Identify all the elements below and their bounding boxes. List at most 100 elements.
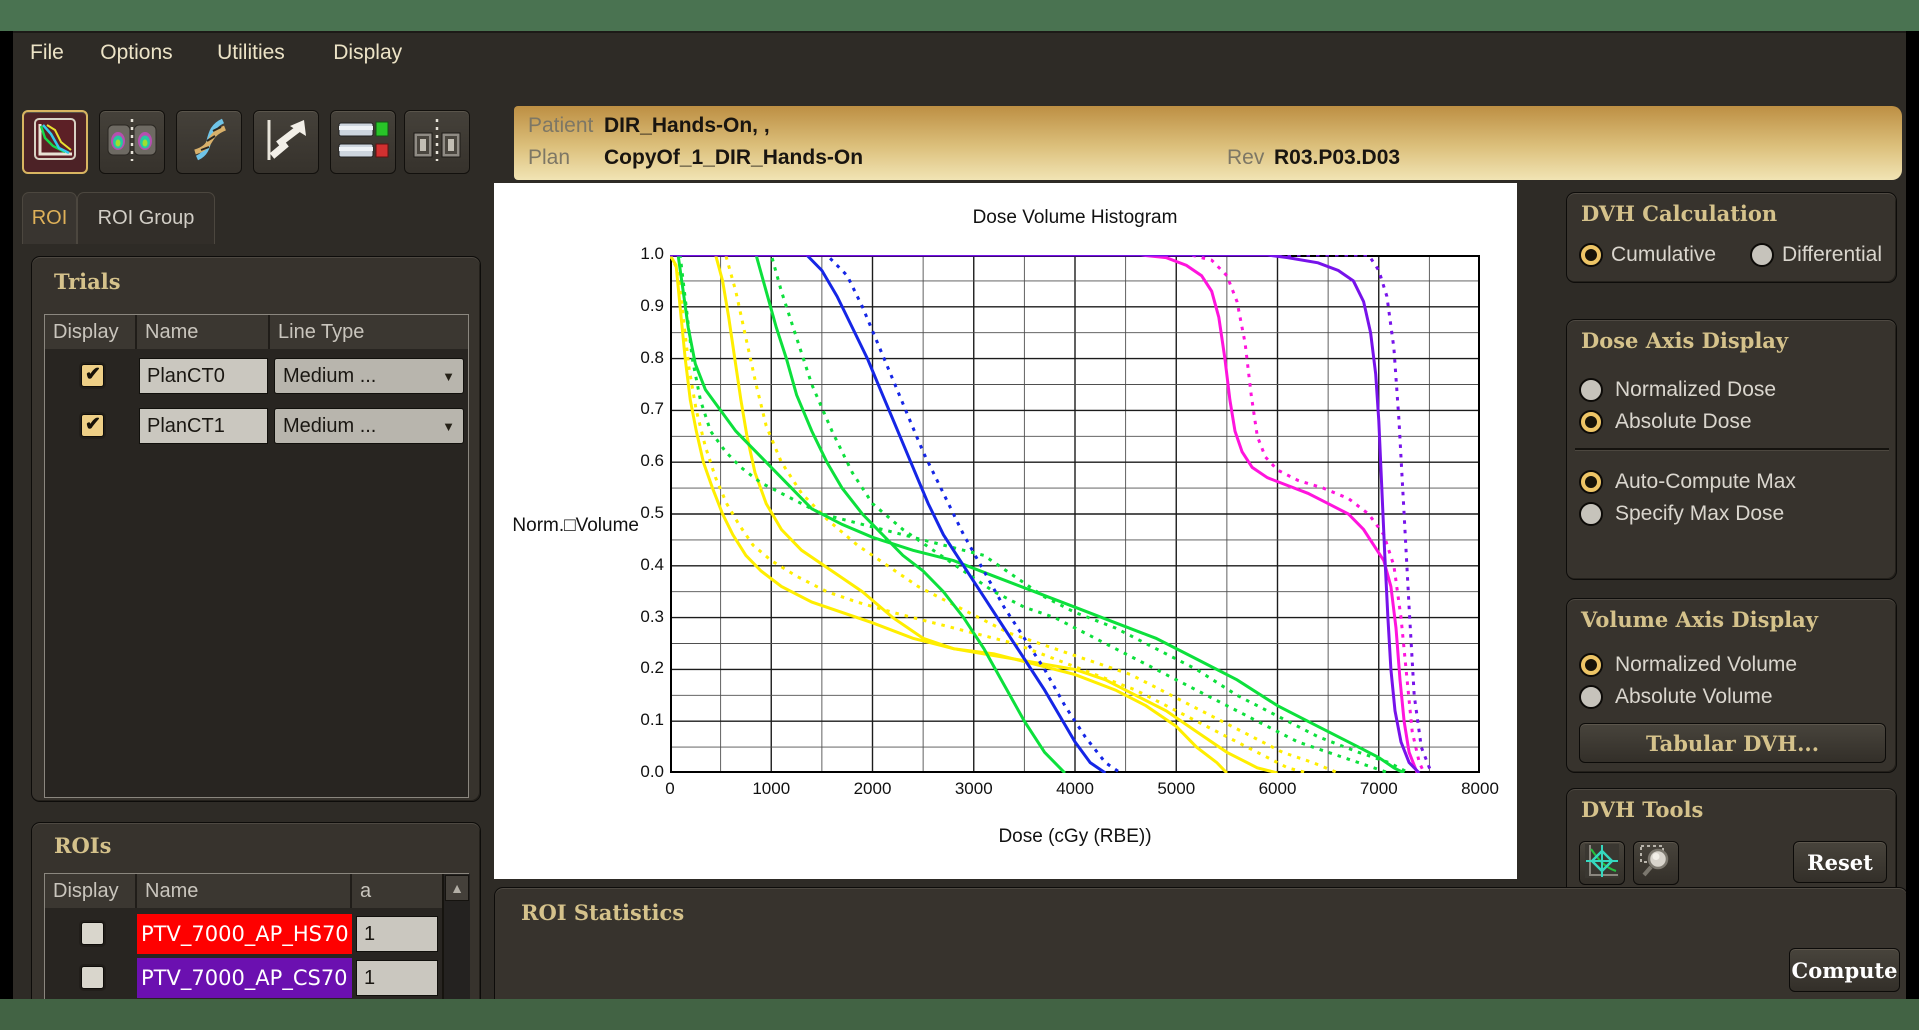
rois-table: Display Name a ▲ PTV_7000_AP_HS70 1 PTV_… — [44, 873, 470, 999]
absolute-dose-radio[interactable] — [1579, 410, 1603, 434]
cumulative-radio[interactable] — [1579, 243, 1603, 267]
x-tick: 1000 — [752, 779, 791, 798]
trials-table: Display Name Line Type PlanCT0 Medium ..… — [44, 314, 469, 798]
y-tick: 0.7 — [640, 399, 664, 419]
menu-display[interactable]: Display — [333, 41, 403, 64]
normalized-dose-label: Normalized Dose — [1615, 378, 1777, 401]
roi-a-field[interactable]: 1 — [356, 916, 438, 952]
dvh-zoom-tool-button[interactable] — [1633, 841, 1679, 885]
dvh-curve-magenta-PlanCT0 — [670, 255, 1419, 773]
desktop-strip-bottom — [0, 999, 1919, 1030]
tab-roi[interactable]: ROI — [22, 192, 77, 244]
dvh-view-button[interactable] — [22, 110, 88, 174]
trial-name-field[interactable]: PlanCT1 — [139, 408, 268, 444]
patient-banner: Patient DIR_Hands-On, , Plan CopyOf_1_DI… — [514, 106, 1902, 180]
dvh-curve-green-b-PlanCT0 — [670, 255, 1066, 773]
x-tick: 3000 — [954, 779, 993, 798]
magnifier-icon — [1638, 843, 1674, 883]
dvh-calculation-panel: DVH Calculation Cumulative Differential — [1566, 192, 1897, 283]
x-tick: 5000 — [1157, 779, 1196, 798]
volume-axis-panel: Volume Axis Display Normalized Volume Ab… — [1566, 598, 1897, 773]
menu-utilities[interactable]: Utilities — [217, 41, 285, 64]
plan-value: CopyOf_1_DIR_Hands-On — [604, 146, 864, 169]
trial-linetype-dropdown[interactable]: Medium ... ▼ — [274, 358, 464, 394]
dvh-curve-blue-PlanCT1 — [670, 255, 1122, 773]
roi-statistics-panel: ROI Statistics Compute — [494, 887, 1906, 999]
rev-label: Rev — [1227, 146, 1265, 169]
dvh-curve-yellow-a-PlanCT1 — [670, 255, 1309, 773]
normalized-volume-radio[interactable] — [1579, 653, 1603, 677]
roi-name-cell[interactable]: PTV_7000_AP_HS70 — [137, 914, 352, 954]
dna-icon — [185, 116, 233, 169]
trial-name-field[interactable]: PlanCT0 — [139, 358, 268, 394]
y-tick: 0.1 — [640, 710, 664, 730]
dvh-curves-icon — [31, 116, 79, 169]
menu-bar: File Options Utilities Display — [13, 41, 913, 75]
dvh-curve-yellow-b-PlanCT0 — [670, 255, 1278, 773]
dvh-cursor-tool-button[interactable] — [1579, 841, 1625, 885]
scroll-up-button[interactable]: ▲ — [445, 875, 469, 901]
volume-axis-title: Volume Axis Display — [1581, 607, 1818, 632]
reset-button[interactable]: Reset — [1793, 841, 1887, 883]
dvh-plot-svg — [670, 255, 1480, 773]
chevron-down-icon: ▼ — [442, 368, 455, 384]
tab-roi-group[interactable]: ROI Group — [77, 192, 215, 244]
roi-display-checkbox[interactable] — [81, 922, 104, 945]
rois-scrollbar[interactable]: ▲ — [442, 874, 470, 999]
tab-roi-label: ROI — [31, 207, 68, 229]
contour-compare-icon — [106, 117, 158, 168]
list-status-icon — [337, 117, 389, 168]
dvh-curve-blue-PlanCT0 — [670, 255, 1107, 773]
y-tick: 0.3 — [640, 606, 664, 626]
auto-compute-max-label: Auto-Compute Max — [1615, 470, 1796, 493]
dvh-cursor-icon — [1584, 843, 1620, 883]
absolute-volume-label: Absolute Volume — [1615, 685, 1773, 708]
cumulative-label: Cumulative — [1611, 243, 1717, 266]
divider — [1575, 448, 1889, 451]
roi-a-field[interactable]: 1 — [356, 960, 438, 996]
trials-panel: Trials Display Name Line Type PlanCT0 Me… — [31, 256, 481, 802]
list-status-button[interactable] — [330, 110, 396, 174]
trial-display-checkbox[interactable] — [81, 363, 104, 387]
x-tick: 0 — [665, 779, 675, 798]
roi-display-checkbox[interactable] — [81, 966, 104, 989]
absolute-volume-radio[interactable] — [1579, 685, 1603, 709]
image-compare-button[interactable] — [404, 110, 470, 174]
rois-panel: ROIs Display Name a ▲ PTV_7000_AP_HS70 1… — [31, 822, 481, 999]
compute-button[interactable]: Compute — [1789, 948, 1900, 992]
trials-title: Trials — [54, 269, 121, 294]
x-tick: 2000 — [853, 779, 892, 798]
trial-display-checkbox[interactable] — [81, 413, 104, 437]
auto-compute-max-radio[interactable] — [1579, 470, 1603, 494]
patient-label: Patient — [528, 114, 594, 137]
menu-file[interactable]: File — [30, 41, 64, 64]
trial-linetype-dropdown[interactable]: Medium ... ▼ — [274, 408, 464, 444]
dose-axis-panel: Dose Axis Display Normalized Dose Absolu… — [1566, 319, 1897, 580]
dvh-curve-green-a-PlanCT1 — [670, 255, 1410, 773]
rois-col-display: Display — [45, 874, 137, 908]
trend-arrow-button[interactable] — [253, 110, 319, 174]
dvh-calculation-title: DVH Calculation — [1581, 201, 1778, 226]
dvh-chart-panel: Dose Volume Histogram Norm.□Volume Dose … — [494, 183, 1517, 879]
specify-max-dose-radio[interactable] — [1579, 502, 1603, 526]
tabular-dvh-button[interactable]: Tabular DVH... — [1579, 723, 1886, 763]
roi-name-cell[interactable]: PTV_7000_AP_CS70 — [137, 958, 352, 998]
plan-label: Plan — [528, 146, 571, 169]
y-tick: 0.0 — [640, 762, 664, 781]
trials-col-name: Name — [137, 315, 270, 349]
y-tick: 0.2 — [640, 658, 664, 678]
differential-radio[interactable] — [1750, 243, 1774, 267]
dvh-curve-magenta-PlanCT1 — [670, 255, 1426, 773]
contour-compare-button[interactable] — [99, 110, 165, 174]
rois-title: ROIs — [54, 833, 112, 858]
menu-options[interactable]: Options — [100, 41, 173, 64]
x-tick: 7000 — [1359, 779, 1398, 798]
chart-title: Dose Volume Histogram — [972, 207, 1178, 228]
rois-col-a: a — [352, 874, 442, 908]
absolute-dose-label: Absolute Dose — [1615, 410, 1752, 433]
x-tick: 4000 — [1056, 779, 1094, 798]
trials-col-linetype: Line Type — [270, 315, 468, 349]
dna-button[interactable] — [176, 110, 242, 174]
differential-label: Differential — [1782, 243, 1882, 266]
normalized-dose-radio[interactable] — [1579, 378, 1603, 402]
